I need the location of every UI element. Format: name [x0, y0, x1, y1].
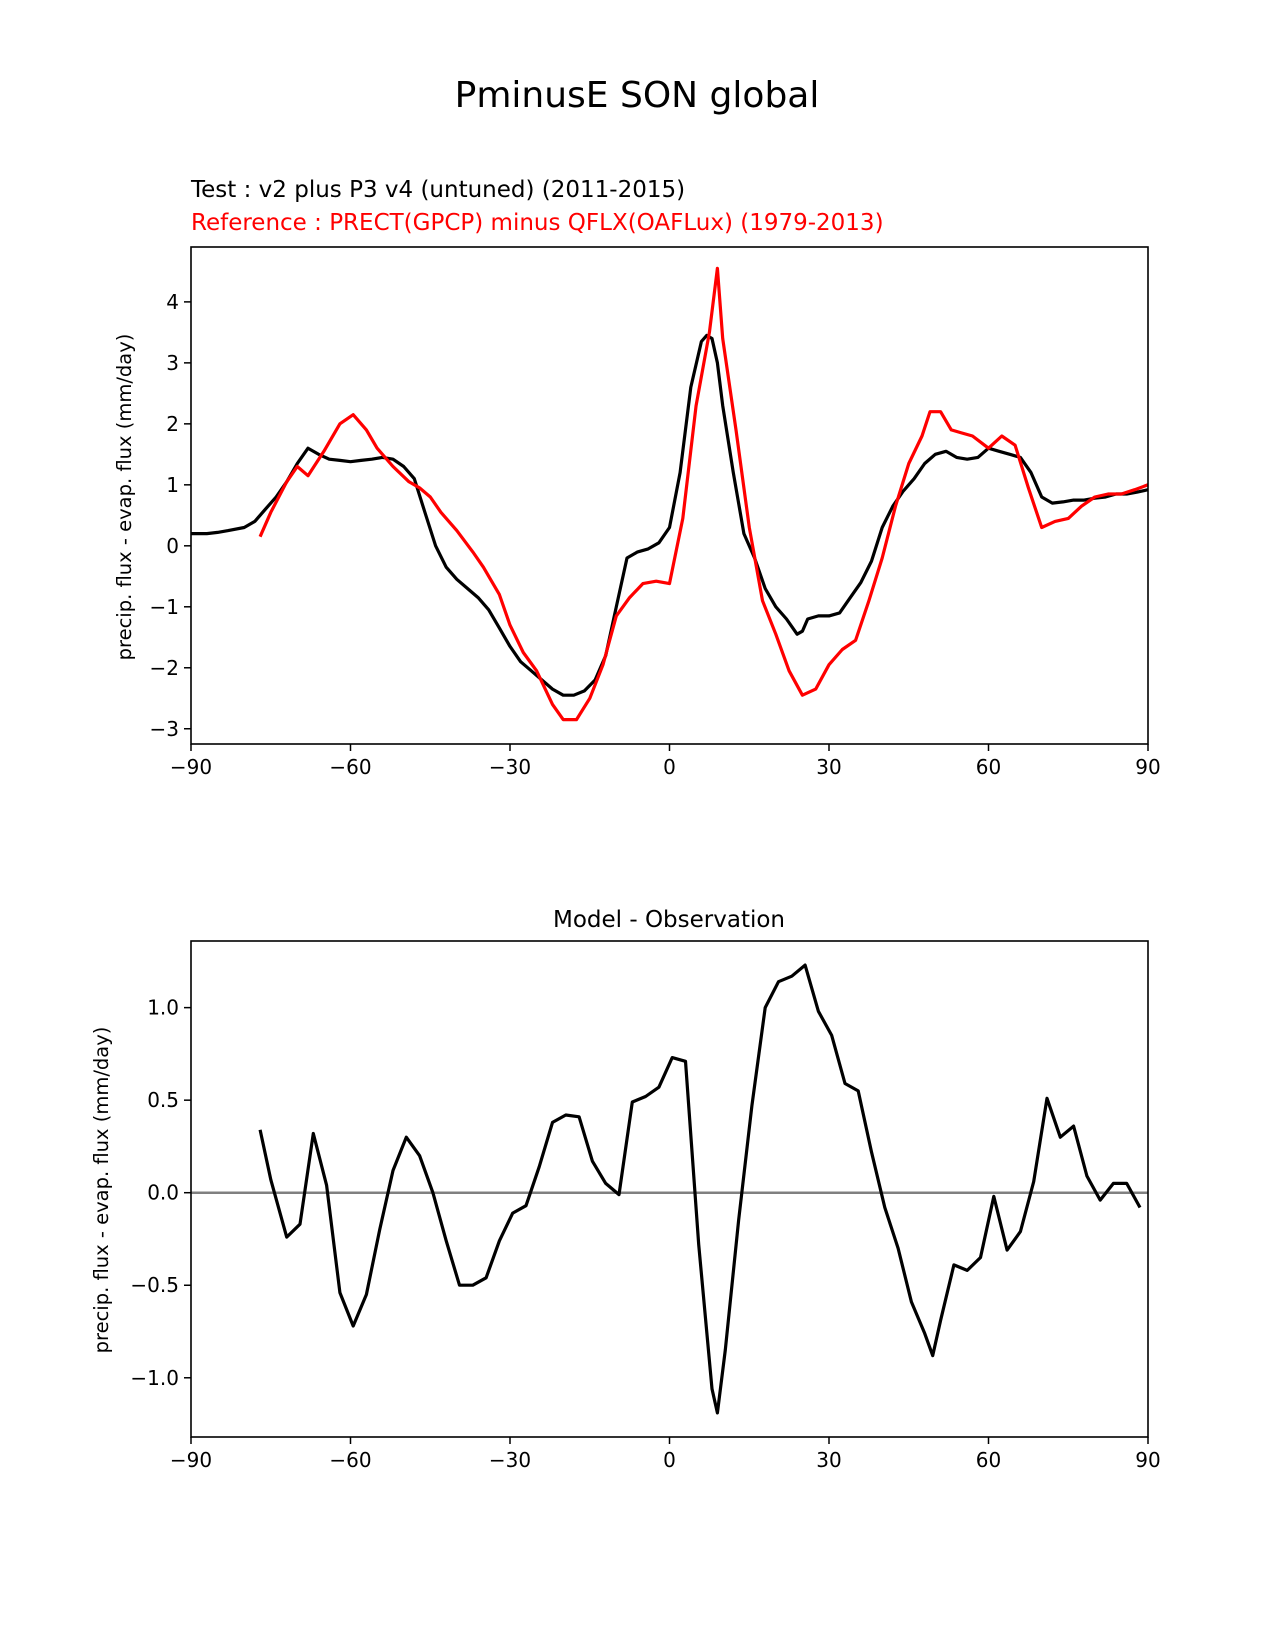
y-tick-label: 1.0	[147, 996, 179, 1020]
x-tick-label: 0	[663, 755, 676, 779]
axes-frame	[190, 246, 1149, 745]
x-tick-label: 0	[663, 1448, 676, 1472]
axes-ticks: −90 −60 −30 0 30 60 90 −3 −2 −1 0 1 2 3 4	[150, 290, 1161, 779]
y-tick-label: −2	[150, 656, 179, 680]
plot-area	[191, 963, 1148, 1415]
x-tick-label: −90	[170, 755, 212, 779]
chart-bottom: Model - Observation precip. flux - evap.…	[90, 907, 1161, 1472]
x-tick-label: 60	[976, 1448, 1001, 1472]
y-axis-label: precip. flux - evap. flux (mm/day)	[90, 1027, 113, 1354]
series-line-model-observation	[258, 963, 1142, 1415]
axes-ticks: −90 −60 −30 0 30 60 90 −1.0 −0.5 0.0 0.5 1.0	[130, 996, 1160, 1472]
x-tick-label: −60	[329, 1448, 371, 1472]
subtitle-reference: Reference : PRECT(GPCP) minus QFLX(OAFLu…	[191, 210, 884, 236]
chart-top: Test : v2 plus P3 v4 (untuned) (2011-201…	[113, 177, 1161, 779]
y-tick-label: 3	[166, 351, 179, 375]
x-tick-label: 60	[976, 755, 1001, 779]
figure-title: PminusE SON global	[455, 75, 820, 116]
y-axis-label: precip. flux - evap. flux (mm/day)	[113, 334, 136, 661]
y-tick-label: 1	[166, 473, 179, 497]
x-tick-label: −30	[489, 1448, 531, 1472]
y-tick-label: 0	[166, 534, 179, 558]
x-tick-label: −30	[489, 755, 531, 779]
y-tick-label: 0.0	[147, 1181, 179, 1205]
y-tick-label: 0.5	[147, 1088, 179, 1112]
series-line-reference	[258, 266, 1149, 722]
y-tick-label: −1	[150, 595, 179, 619]
axes-frame	[190, 940, 1149, 1438]
chart-title: Model - Observation	[553, 907, 785, 933]
x-tick-label: −60	[329, 755, 371, 779]
y-tick-label: 4	[166, 290, 179, 314]
y-tick-label: −0.5	[130, 1273, 179, 1297]
x-tick-label: 30	[816, 755, 841, 779]
y-tick-label: 2	[166, 412, 179, 436]
x-tick-label: −90	[170, 1448, 212, 1472]
plot-area	[191, 266, 1149, 722]
y-tick-label: −1.0	[130, 1366, 179, 1390]
y-tick-label: −3	[150, 717, 179, 741]
x-tick-label: 90	[1135, 1448, 1160, 1472]
subtitle-test: Test : v2 plus P3 v4 (untuned) (2011-201…	[190, 177, 685, 203]
series-line-test	[191, 333, 1149, 697]
x-tick-label: 90	[1135, 755, 1160, 779]
x-tick-label: 30	[816, 1448, 841, 1472]
